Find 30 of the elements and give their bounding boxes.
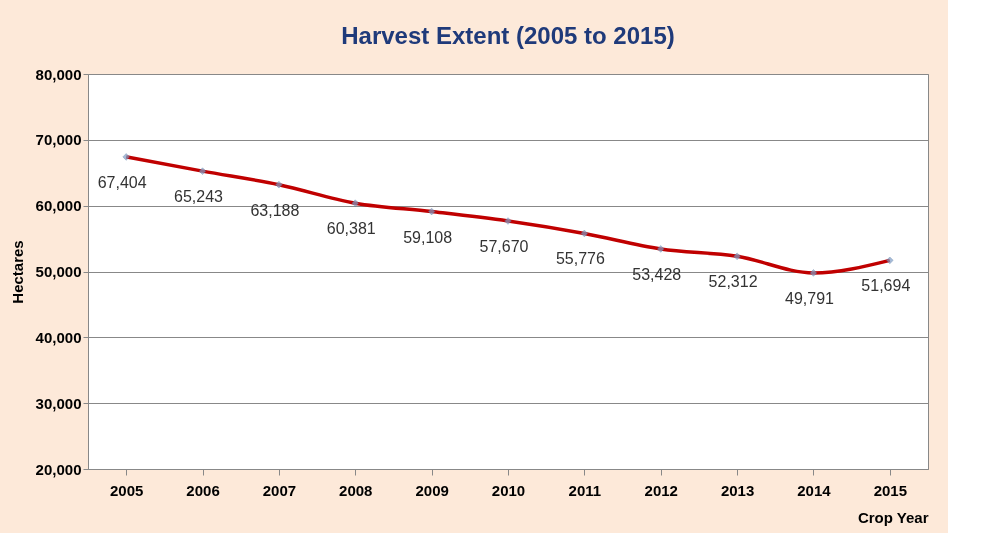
x-tick-label: 2015: [873, 481, 908, 499]
x-tick-label: 2007: [262, 481, 297, 499]
y-tick-label: 60,000: [35, 197, 82, 215]
x-tick-label: 2011: [568, 481, 602, 499]
y-tick-label: 50,000: [35, 263, 82, 280]
x-tick-label: 2010: [491, 481, 526, 499]
y-tick-label: 70,000: [35, 131, 82, 149]
x-tick-label: 2006: [186, 481, 220, 499]
text: 49,791: [784, 289, 834, 307]
x-tick-label: 2014: [797, 481, 832, 499]
y-tick-label: 80,000: [35, 65, 82, 83]
text: 60,381: [326, 220, 376, 238]
text: 52,312: [708, 273, 758, 291]
text: 55,776: [555, 250, 605, 268]
y-tick-label: 30,000: [35, 394, 82, 412]
x-tick-label: 2012: [644, 481, 678, 499]
y-tick-label: 20,000: [35, 460, 82, 478]
text: 51,694: [861, 277, 911, 295]
y-tick-label: 40,000: [35, 328, 82, 346]
text: 59,108: [403, 228, 453, 246]
text: 57,670: [479, 238, 529, 256]
text: 65,243: [174, 188, 224, 206]
y-axis-title: Hectares: [8, 240, 26, 304]
x-tick-label: 2005: [109, 481, 144, 499]
chart-title: Harvest Extent (2005 to 2015): [341, 22, 675, 49]
x-axis-title: Crop Year: [857, 508, 929, 526]
x-tick-label: 2008: [339, 481, 373, 499]
text: 67,404: [97, 173, 147, 191]
x-tick-label: 2009: [415, 481, 449, 499]
x-tick-label: 2013: [720, 481, 755, 499]
